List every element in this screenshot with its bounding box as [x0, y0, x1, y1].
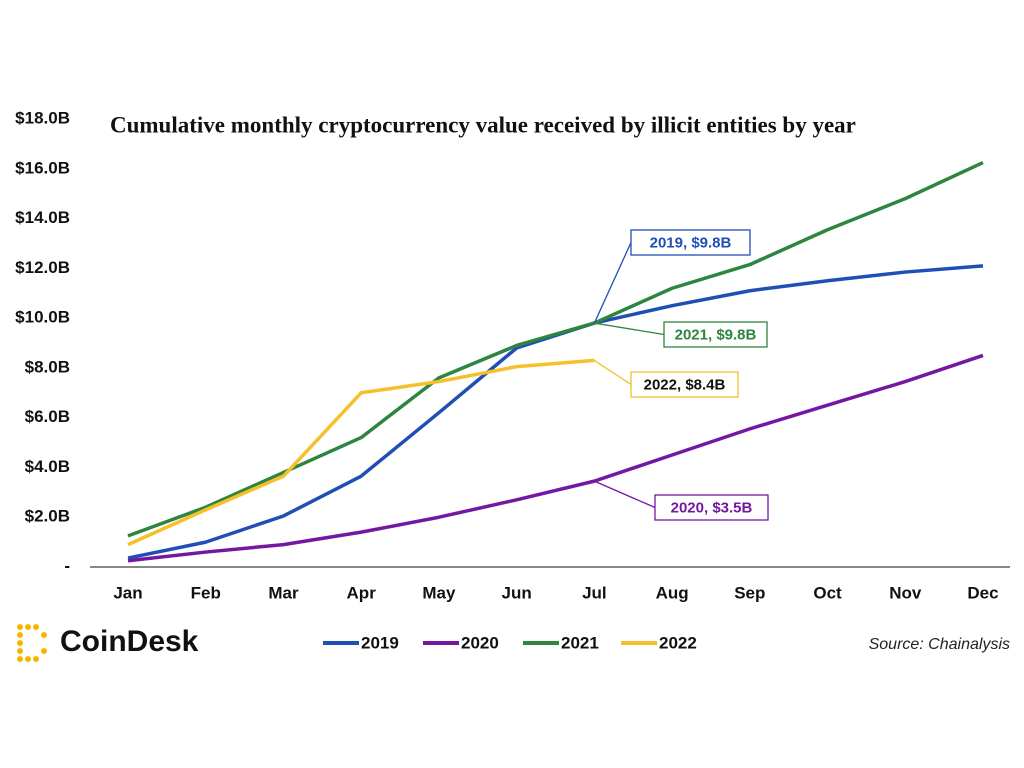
x-tick-label: Feb — [191, 583, 221, 602]
legend-label: 2019 — [361, 633, 399, 652]
x-tick-label: Jan — [113, 583, 142, 602]
x-tick-label: May — [422, 583, 456, 602]
annotation-leader — [594, 480, 656, 509]
annotation-leader — [594, 359, 632, 386]
y-tick-label: - — [64, 556, 70, 575]
x-tick-label: Apr — [347, 583, 377, 602]
x-tick-label: Nov — [889, 583, 922, 602]
y-tick-label: $4.0B — [25, 457, 70, 476]
x-tick-label: Oct — [813, 583, 842, 602]
brand: CoinDesk — [60, 625, 199, 658]
y-tick-label: $8.0B — [25, 357, 70, 376]
y-tick-label: $10.0B — [15, 308, 70, 327]
y-tick-label: $18.0B — [15, 108, 70, 127]
legend-label: 2020 — [461, 633, 499, 652]
annotation-box — [654, 494, 769, 521]
annotation-text: 2020, $3.5B — [671, 499, 753, 516]
chart-title: Cumulative monthly cryptocurrency value … — [110, 112, 856, 137]
y-tick-label: $2.0B — [25, 507, 70, 526]
annotation-text: 2021, $9.8B — [675, 326, 757, 343]
series-line — [127, 160, 984, 538]
y-tick-label: $12.0B — [15, 258, 70, 277]
annotation-leader — [594, 322, 665, 336]
series-line — [127, 353, 984, 563]
brand-logo — [17, 624, 47, 662]
series-line — [127, 264, 984, 560]
x-tick-label: Mar — [268, 583, 299, 602]
series-line — [127, 358, 595, 547]
legend-label: 2022 — [659, 633, 697, 652]
legend-label: 2021 — [561, 633, 599, 652]
annotation-box — [630, 229, 751, 256]
annotation-box — [630, 371, 739, 398]
annotation-box — [663, 321, 768, 348]
annotation-text: 2022, $8.4B — [644, 376, 726, 393]
source: Source: Chainalysis — [869, 636, 1010, 653]
annotation-leader — [593, 242, 632, 324]
x-tick-label: Sep — [734, 583, 765, 602]
x-tick-label: Jul — [582, 583, 607, 602]
y-tick-label: $16.0B — [15, 158, 70, 177]
x-tick-label: Dec — [967, 583, 998, 602]
annotation-text: 2019, $9.8B — [650, 234, 732, 251]
x-tick-label: Jun — [502, 583, 532, 602]
y-tick-label: $6.0B — [25, 407, 70, 426]
x-tick-label: Aug — [656, 583, 689, 602]
y-tick-label: $14.0B — [15, 208, 70, 227]
